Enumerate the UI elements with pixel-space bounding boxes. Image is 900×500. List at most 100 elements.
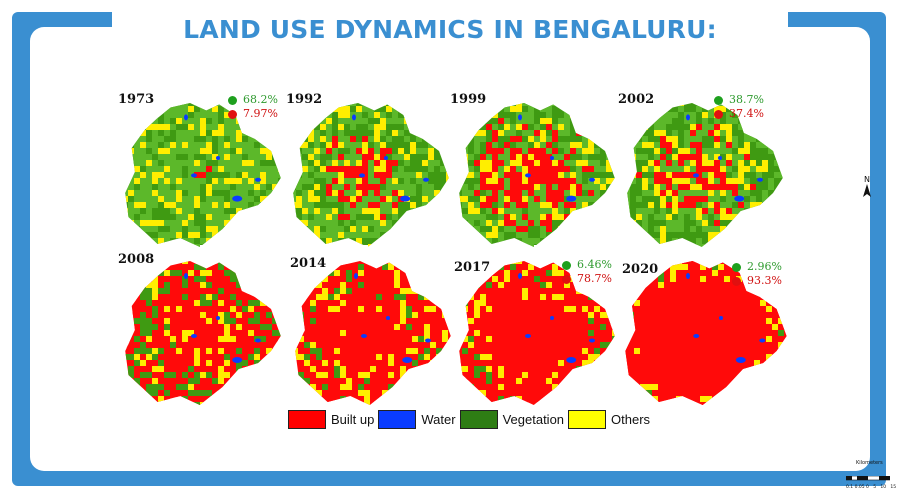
water-body [589, 177, 595, 182]
land-cell [212, 118, 218, 124]
land-cell [510, 154, 516, 160]
land-cell [164, 312, 170, 318]
land-cell [486, 112, 492, 118]
land-cell [678, 106, 684, 112]
land-cell [718, 372, 724, 378]
land-cell [304, 312, 310, 318]
land-cell [660, 208, 666, 214]
land-cell [176, 190, 182, 196]
land-cell [748, 318, 754, 324]
land-cell [625, 288, 628, 294]
land-cell [666, 226, 672, 232]
land-cell [546, 106, 552, 112]
land-cell [376, 390, 382, 396]
land-cell [304, 342, 310, 348]
land-cell [750, 196, 756, 202]
land-cell [346, 276, 352, 282]
land-cell [368, 172, 374, 178]
land-cell [516, 124, 522, 130]
land-cell [660, 184, 666, 190]
land-cell [242, 264, 248, 270]
land-cell [394, 288, 400, 294]
land-cell [298, 378, 304, 384]
land-cell [754, 390, 760, 396]
land-cell [744, 214, 750, 220]
land-cell [480, 166, 486, 172]
land-cell [182, 330, 188, 336]
land-cell [310, 288, 316, 294]
land-cell [630, 148, 636, 154]
land-cell [152, 384, 158, 390]
land-cell [682, 306, 688, 312]
land-cell [128, 390, 134, 396]
land-cell [410, 118, 416, 124]
land-cell [778, 348, 784, 354]
land-cell [278, 112, 281, 118]
land-cell [534, 220, 540, 226]
land-cell [254, 270, 260, 276]
land-cell [702, 196, 708, 202]
land-cell [176, 372, 182, 378]
land-cell [558, 178, 564, 184]
land-cell [346, 270, 352, 276]
land-cell [140, 390, 146, 396]
land-cell [344, 196, 350, 202]
land-cell [570, 318, 576, 324]
land-cell [594, 208, 600, 214]
land-cell [295, 372, 298, 378]
land-cell [664, 396, 670, 402]
land-cell [134, 220, 140, 226]
land-cell [480, 220, 486, 226]
land-cell [380, 190, 386, 196]
land-cell [254, 312, 260, 318]
land-cell [658, 390, 664, 396]
land-cell [688, 372, 694, 378]
land-cell [194, 166, 200, 172]
land-cell [164, 378, 170, 384]
land-cell [576, 336, 582, 342]
land-cell [696, 106, 702, 112]
land-cell [678, 172, 684, 178]
land-cell [588, 342, 594, 348]
land-cell [242, 312, 248, 318]
land-cell [164, 396, 170, 402]
land-cell [140, 342, 146, 348]
land-cell [182, 390, 188, 396]
land-cell [260, 238, 266, 244]
land-cell [459, 208, 462, 214]
land-cell [534, 360, 540, 366]
land-cell [278, 142, 281, 148]
land-cell [358, 342, 364, 348]
land-cell [504, 276, 510, 282]
land-cell [634, 336, 640, 342]
land-cell [212, 106, 218, 112]
builtup-stat: 37.4% [714, 107, 764, 121]
land-cell [726, 154, 732, 160]
land-cell [492, 270, 498, 276]
land-cell [558, 154, 564, 160]
land-cell [182, 318, 188, 324]
land-cell [134, 288, 140, 294]
land-cell [676, 318, 682, 324]
land-cell [672, 154, 678, 160]
land-cell [672, 103, 678, 106]
land-cell [642, 244, 648, 248]
land-cell [540, 360, 546, 366]
land-cell [446, 196, 449, 202]
land-cell [498, 312, 504, 318]
land-cell [364, 288, 370, 294]
land-cell [522, 384, 528, 390]
land-cell [688, 336, 694, 342]
land-cell [528, 282, 534, 288]
land-cell [688, 360, 694, 366]
land-cell [346, 324, 352, 330]
land-cell [128, 160, 134, 166]
land-cell [254, 220, 260, 226]
land-cell [720, 184, 726, 190]
land-cell [658, 282, 664, 288]
land-cell [522, 238, 528, 244]
land-cell [606, 166, 612, 172]
land-cell [446, 136, 449, 142]
land-cell [627, 154, 630, 160]
land-cell [628, 336, 634, 342]
